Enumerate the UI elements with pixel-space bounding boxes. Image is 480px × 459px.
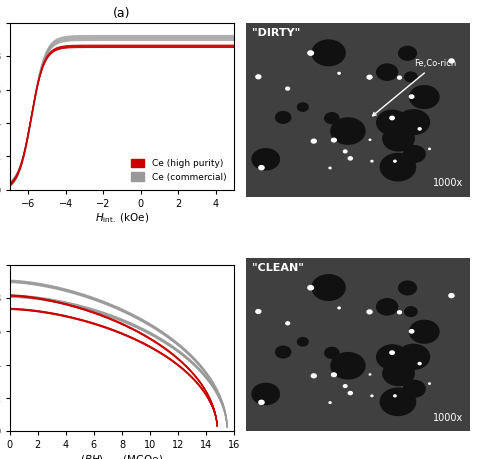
- Circle shape: [256, 309, 261, 313]
- Circle shape: [394, 395, 396, 397]
- Circle shape: [329, 402, 331, 403]
- Text: 1000x: 1000x: [433, 413, 464, 423]
- Circle shape: [390, 351, 394, 354]
- Circle shape: [429, 148, 431, 150]
- Circle shape: [380, 388, 416, 415]
- X-axis label: $(BH)_{\rm max}$ (MGOe): $(BH)_{\rm max}$ (MGOe): [80, 453, 164, 459]
- Circle shape: [332, 373, 336, 376]
- Circle shape: [409, 86, 439, 108]
- Circle shape: [348, 392, 352, 395]
- Circle shape: [394, 160, 396, 162]
- Circle shape: [371, 160, 373, 162]
- Circle shape: [367, 310, 372, 314]
- Circle shape: [404, 381, 425, 397]
- Circle shape: [397, 311, 401, 314]
- Text: "DIRTY": "DIRTY": [252, 28, 300, 38]
- Circle shape: [397, 76, 401, 79]
- Circle shape: [404, 146, 425, 162]
- Circle shape: [377, 299, 397, 315]
- Circle shape: [449, 294, 454, 297]
- Circle shape: [312, 275, 345, 300]
- Circle shape: [312, 139, 316, 143]
- Circle shape: [449, 59, 454, 63]
- Circle shape: [418, 363, 421, 365]
- Circle shape: [377, 110, 408, 134]
- Circle shape: [343, 385, 347, 387]
- Circle shape: [276, 346, 291, 358]
- Circle shape: [256, 75, 261, 78]
- Circle shape: [369, 139, 371, 140]
- Circle shape: [332, 138, 336, 142]
- Circle shape: [383, 361, 414, 386]
- Circle shape: [308, 51, 313, 55]
- Text: 1000x: 1000x: [433, 178, 464, 188]
- Circle shape: [397, 110, 430, 134]
- Circle shape: [312, 40, 345, 66]
- Circle shape: [405, 307, 417, 316]
- Circle shape: [397, 344, 430, 369]
- Circle shape: [252, 383, 279, 404]
- X-axis label: $H_{\rm int.}$ (kOe): $H_{\rm int.}$ (kOe): [95, 212, 149, 225]
- Text: Fe,Co-rich: Fe,Co-rich: [372, 59, 456, 116]
- Circle shape: [259, 166, 264, 170]
- Circle shape: [252, 149, 279, 170]
- Circle shape: [418, 128, 421, 130]
- Circle shape: [409, 330, 414, 333]
- Circle shape: [429, 383, 431, 384]
- Circle shape: [380, 153, 416, 181]
- Circle shape: [312, 374, 316, 378]
- Text: "CLEAN": "CLEAN": [252, 263, 304, 273]
- Circle shape: [259, 400, 264, 404]
- Circle shape: [338, 307, 340, 309]
- Circle shape: [367, 75, 372, 79]
- Circle shape: [348, 157, 352, 160]
- Circle shape: [371, 395, 373, 397]
- Circle shape: [369, 374, 371, 375]
- Circle shape: [409, 320, 439, 343]
- Circle shape: [405, 72, 417, 82]
- Circle shape: [377, 345, 408, 369]
- Circle shape: [329, 167, 331, 169]
- Title: (a): (a): [113, 7, 131, 20]
- Circle shape: [398, 281, 417, 295]
- Circle shape: [286, 87, 289, 90]
- Circle shape: [377, 64, 397, 80]
- Legend: Ce (high purity), Ce (commercial): Ce (high purity), Ce (commercial): [127, 155, 230, 185]
- Circle shape: [331, 353, 365, 379]
- Circle shape: [398, 46, 417, 60]
- Circle shape: [325, 347, 339, 358]
- Circle shape: [325, 113, 339, 123]
- Circle shape: [276, 112, 291, 123]
- Circle shape: [308, 285, 313, 290]
- Circle shape: [298, 103, 308, 111]
- Circle shape: [298, 338, 308, 346]
- Circle shape: [383, 127, 414, 151]
- Circle shape: [331, 118, 365, 144]
- Circle shape: [343, 150, 347, 153]
- Circle shape: [409, 95, 414, 98]
- Circle shape: [390, 116, 394, 120]
- Circle shape: [338, 73, 340, 74]
- Circle shape: [286, 322, 289, 325]
